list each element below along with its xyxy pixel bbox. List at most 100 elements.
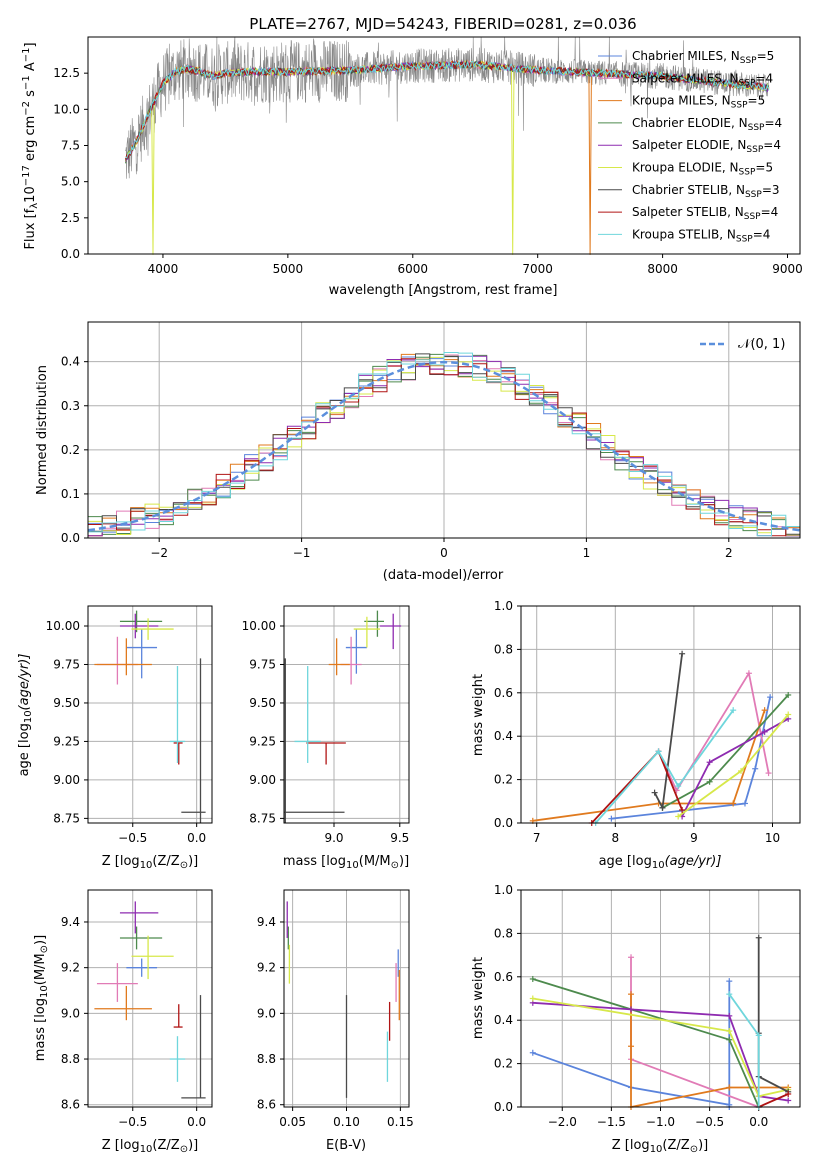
age-vs-z-panel: −0.5 0.0 8.75 9.00 9.25 9.50 9.75 10.00 <box>46 605 213 845</box>
age-z-xtick-label: −0.5 <box>118 831 147 845</box>
age-z-ytick-label: 9.75 <box>53 657 80 671</box>
spectrum-ylabel-units2: s <box>23 90 38 101</box>
residual-xlabel: (data-model)/error <box>383 568 504 583</box>
weight-age-xlabel-sub: 10 <box>652 860 665 871</box>
age-z-ylabel-sub: 10 <box>23 710 34 723</box>
residual-hist-kroupa-stelib <box>88 352 800 537</box>
age-mass-xtick-label: 9.5 <box>390 831 409 845</box>
legend-label-model: Salpeter ELODIE, N <box>632 138 746 152</box>
spectrum-xtick-label: 7000 <box>522 262 553 276</box>
spectrum-ytick-label: 5.0 <box>61 175 80 189</box>
mass-z-xlabel: Z [log10(Z/Z⊙)] <box>102 1138 198 1155</box>
legend-label-sub: SSP <box>745 190 762 200</box>
legend-label-n: =3 <box>762 183 780 197</box>
legend-label-sub: SSP <box>744 212 761 222</box>
residual-xtick-label: 0 <box>440 546 448 560</box>
legend-label-model: Salpeter STELIB, N <box>632 205 744 219</box>
weight-z-ytick-label: 0.0 <box>494 1100 513 1114</box>
legend-label-model: Kroupa STELIB, N <box>632 227 736 241</box>
age-z-xlabel-rest: (Z/Z <box>152 854 179 869</box>
age-z-axes-frame <box>87 605 213 824</box>
mass-ebv-ytick-label: 9.0 <box>257 1006 276 1020</box>
mass-z-ylabel-sun: ⊙ <box>39 945 50 953</box>
age-z-xlabel-close: )] <box>188 854 198 869</box>
mass-z-ylabel: mass [log10(M/M⊙)] <box>33 935 50 1061</box>
spectrum-ylabel-rest: 10 <box>23 186 38 203</box>
weight-z-line-salpeter-miles <box>630 957 760 1108</box>
weight-z-ytick-label: 0.6 <box>494 970 513 984</box>
legend-label-model: Chabrier MILES, N <box>632 49 740 63</box>
spectrum-panel: PLATE=2767, MJD=54243, FIBERID=0281, z=0… <box>21 15 803 298</box>
weight-age-line-salpeter-miles <box>657 670 770 793</box>
age-mass-ytick-label: 10.00 <box>242 619 276 633</box>
mass-z-ylabel-close: )] <box>33 935 48 945</box>
legend-label-sub: SSP <box>731 101 748 111</box>
residual-ytick-label: 0.0 <box>61 531 80 545</box>
mass-z-xlabel-sub: 10 <box>140 1144 153 1155</box>
mass-z-ytick-label: 9.0 <box>61 1006 80 1020</box>
weight-z-xlabel-sub: 10 <box>650 1144 663 1155</box>
residual-legend-label: 𝒩(0, 1) <box>738 337 785 352</box>
age-z-xlabel-sun: ⊙ <box>180 860 188 871</box>
weight-age-ylabel: mass weight <box>471 674 486 756</box>
legend-label: Kroupa STELIB, NSSP=4 <box>632 227 770 244</box>
age-mass-xlabel-close: )] <box>399 854 409 869</box>
spectrum-lines <box>125 36 770 255</box>
spectrum-ytick-label: 0.0 <box>61 247 80 261</box>
mass-ebv-ytick-label: 8.6 <box>257 1098 276 1112</box>
age-z-ytick-label: 8.75 <box>53 811 80 825</box>
legend-label: Kroupa MILES, NSSP=5 <box>632 94 765 111</box>
weight-z-xlabel-close: )] <box>698 1138 708 1153</box>
residual-xtick-label: 1 <box>583 546 591 560</box>
weight-z-ytick-label: 0.8 <box>494 926 513 940</box>
normal-curve-line <box>87 360 801 532</box>
spectrum-ylabel-units: erg cm <box>23 116 38 165</box>
age-mass-axes-frame <box>283 605 410 824</box>
mass-z-ylabel-part: mass [log <box>33 998 48 1061</box>
legend-label-n: =5 <box>757 49 775 63</box>
spectrum-ylabel-exp: −17 <box>21 165 32 186</box>
legend-label: Kroupa ELODIE, NSSP=5 <box>632 161 773 178</box>
legend-label-n: =5 <box>748 94 766 108</box>
spectrum-xtick-label: 8000 <box>647 262 678 276</box>
weight-age-ytick-label: 0.2 <box>494 773 513 787</box>
legend-label: Salpeter STELIB, NSSP=4 <box>632 205 778 222</box>
age-mass-ytick-label: 8.75 <box>249 811 276 825</box>
spectrum-ylabel-close: ] <box>23 42 38 47</box>
weight-age-ytick-label: 0.8 <box>494 642 513 656</box>
age-mass-xlabel-sub: 10 <box>346 860 359 871</box>
legend-label-n: =4 <box>753 227 771 241</box>
weight-z-xtick-label: 0.0 <box>749 1115 768 1129</box>
mass-z-xtick-label: −0.5 <box>118 1115 147 1129</box>
spectrum-ylabel-units3: A <box>23 62 38 75</box>
age-mass-ytick-label: 9.50 <box>249 696 276 710</box>
spectrum-ticks: 4000 5000 6000 7000 8000 9000 0.0 2.5 5.0 7.5 10.0… <box>53 66 803 276</box>
age-z-xlabel-part: Z [log <box>102 854 140 869</box>
age-mass-xlabel-sun: ⊙ <box>391 860 399 871</box>
legend-label-sub: SSP <box>748 123 765 133</box>
legend-label-n: =4 <box>761 205 779 219</box>
weight-age-xlabel-part: age [log <box>599 854 652 869</box>
residual-ytick-label: 0.3 <box>61 399 80 413</box>
spectrum-xtick-label: 5000 <box>273 262 304 276</box>
weight-age-ytick-label: 0.4 <box>494 729 513 743</box>
weight-age-xlabel-rest: (age/yr)] <box>665 854 722 869</box>
mass-z-ytick-label: 8.8 <box>61 1052 80 1066</box>
model-spectrum-kroupa-stelib <box>125 60 770 159</box>
age-z-xtick-label: 0.0 <box>187 831 206 845</box>
legend-label-sub: SSP <box>739 168 756 178</box>
age-z-ytick-label: 9.25 <box>53 734 80 748</box>
spectrum-xtick-label: 4000 <box>148 262 179 276</box>
mass-ebv-xtick-label: 0.15 <box>387 1115 414 1129</box>
residual-axes-frame <box>87 321 801 539</box>
spectrum-ytick-label: 2.5 <box>61 211 80 225</box>
age-z-ytick-label: 10.00 <box>46 619 80 633</box>
legend-label-n: =5 <box>755 161 773 175</box>
age-mass-ytick-label: 9.75 <box>249 657 276 671</box>
legend-label-sub: SSP <box>740 56 757 66</box>
legend-label-model: Chabrier STELIB, N <box>632 183 745 197</box>
residual-ytick-label: 0.1 <box>61 487 80 501</box>
age-z-ytick-label: 9.50 <box>53 696 80 710</box>
spectrum-xtick-label: 9000 <box>772 262 803 276</box>
spectrum-ylabel-sub: λ <box>29 203 40 209</box>
